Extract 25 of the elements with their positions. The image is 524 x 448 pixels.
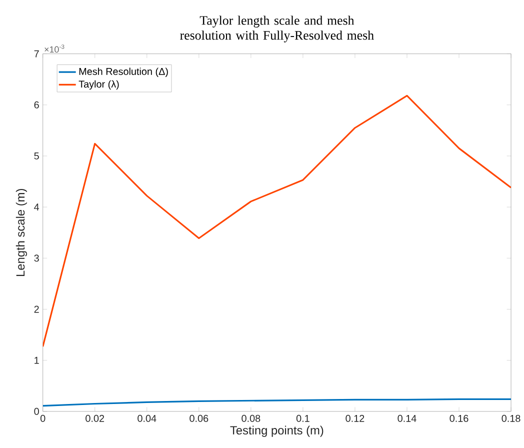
x-tick-label: 0.04 xyxy=(138,414,156,422)
x-axis-title: Testing points (m) xyxy=(230,426,324,437)
text: ×10$^{-3}$ xyxy=(44,44,64,52)
line-series xyxy=(42,94,512,348)
y-tick-label: 1 xyxy=(34,356,39,364)
x-tick-label: 0.06 xyxy=(190,414,208,422)
legend-label: Mesh Resolution (Δ) xyxy=(79,68,168,77)
y-axis-title: Length scale (m) xyxy=(16,188,28,276)
y-tick-label: 7 xyxy=(34,50,39,58)
y-tick-label: 5 xyxy=(34,152,39,160)
legend-label: Taylor (λ) xyxy=(78,80,119,90)
y-tick-label: 3 xyxy=(34,254,39,262)
x-tick-label: 0.16 xyxy=(450,414,468,422)
y-tick-label: 4 xyxy=(34,204,40,210)
x-tick-label: 0.02 xyxy=(86,414,104,422)
x-tick-label: 0.1 xyxy=(296,414,310,422)
x-tick-label: 0.14 xyxy=(398,414,416,422)
y-tick-label: 2 xyxy=(34,306,39,313)
y-tick-label: 0 xyxy=(34,408,39,415)
x-tick-label: 0.08 xyxy=(242,414,260,422)
chart-title: Taylor length scale and mesh resolution with Fully-Resolved mesh xyxy=(180,16,374,42)
x-tick-label: 0.18 xyxy=(502,414,520,422)
x-tick-label: 0 xyxy=(40,414,46,422)
x-tick-label: 0.12 xyxy=(346,414,364,422)
y-tick-label: 6 xyxy=(34,101,39,108)
